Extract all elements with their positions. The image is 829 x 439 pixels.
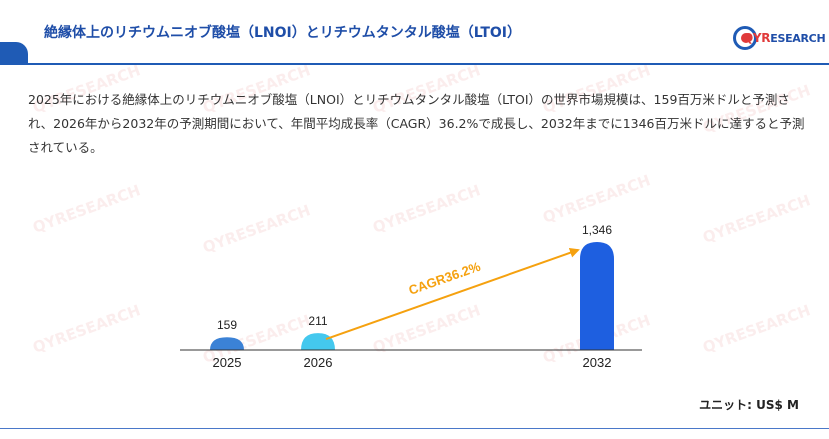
market-size-chart: CAGR36.2% 159 2025 211 2026 1,346 2032 [180,223,642,370]
category-label-2026: 2026 [304,355,333,370]
header-accent-tab [0,42,28,64]
logo-text-big: QYR [743,31,771,45]
logo-text: QYRESEARCH [743,31,826,45]
value-label-2025: 159 [217,318,237,332]
cagr-label: CAGR36.2% [407,259,483,298]
qyresearch-logo: QYRESEARCH [733,20,826,60]
cagr-arrow [325,247,580,341]
unit-label: ユニット: US$ M [699,398,799,412]
bar-2025 [210,337,244,350]
footer-divider [0,428,829,429]
globe-icon [733,26,757,50]
bar-2032 [580,242,614,350]
value-label-2032: 1,346 [582,223,612,237]
page-title: 絶縁体上のリチウムニオブ酸塩（LNOI）とリチウムタンタル酸塩（LTOI） [44,25,522,41]
value-label-2026: 211 [308,314,327,328]
category-label-2025: 2025 [213,355,242,370]
header-divider [0,63,829,65]
bar-2026 [301,333,335,350]
category-label-2032: 2032 [583,355,612,370]
market-description: 2025年における絶縁体上のリチウムニオブ酸塩（LNOI）とリチウムタンタル酸塩… [28,92,805,155]
logo-dot-icon [741,33,751,43]
logo-text-small: ESEARCH [770,32,826,45]
header: 絶縁体上のリチウムニオブ酸塩（LNOI）とリチウムタンタル酸塩（LTOI） QY… [0,0,829,70]
